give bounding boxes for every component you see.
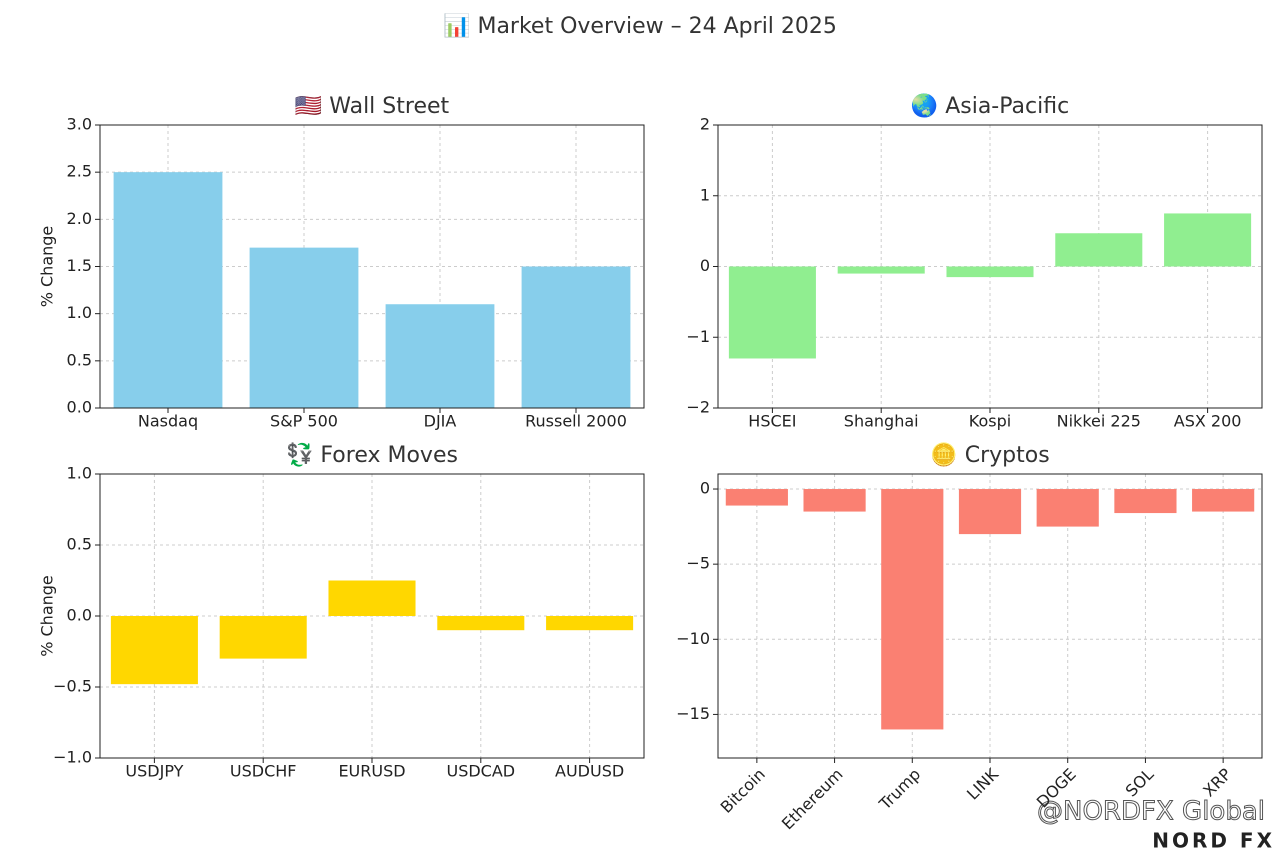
panel-title: 🇺🇸 Wall Street xyxy=(295,94,450,119)
y-tick-label: 1.5 xyxy=(67,256,92,275)
bar xyxy=(946,266,1034,278)
x-tick-label: Bitcoin xyxy=(717,765,769,817)
bar xyxy=(546,616,634,631)
x-tick-label: ASX 200 xyxy=(1174,412,1242,431)
plot-frame xyxy=(99,124,645,409)
x-tick-label: SOL xyxy=(1122,765,1158,801)
x-tick-label: EURUSD xyxy=(338,762,405,781)
bar xyxy=(1036,489,1099,527)
logo: NORD FX xyxy=(1152,829,1275,853)
y-tick-label: 2.5 xyxy=(67,162,92,181)
y-tick-label: 0.0 xyxy=(67,606,92,625)
bar xyxy=(1164,213,1252,267)
bar xyxy=(113,172,223,408)
y-axis-label: % Change xyxy=(38,575,57,657)
x-tick-label: Trump xyxy=(875,765,924,814)
y-tick-label: −2 xyxy=(686,398,710,417)
x-tick-label: Ethereum xyxy=(778,765,847,834)
y-tick-label: −10 xyxy=(676,629,710,648)
x-tick-label: Russell 2000 xyxy=(525,412,627,431)
bar xyxy=(521,266,631,408)
panel-title: 🪙 Cryptos xyxy=(930,442,1049,468)
x-tick-label: S&P 500 xyxy=(270,412,338,431)
y-tick-label: −5 xyxy=(686,554,710,573)
bar xyxy=(110,616,198,685)
bar xyxy=(249,247,359,408)
y-tick-label: 0 xyxy=(700,256,710,275)
x-tick-label: Nikkei 225 xyxy=(1057,412,1141,431)
y-tick-label: 0 xyxy=(700,479,710,498)
x-tick-label: AUDUSD xyxy=(555,762,624,781)
y-tick-label: 0.5 xyxy=(67,350,92,369)
x-tick-label: Shanghai xyxy=(844,412,919,431)
bar xyxy=(803,489,866,512)
plot-frame xyxy=(717,473,1263,759)
x-tick-label: DJIA xyxy=(424,412,457,431)
bar xyxy=(958,489,1022,535)
x-tick-label: HSCEI xyxy=(748,412,796,431)
x-tick-label: Nasdaq xyxy=(138,412,198,431)
plot-frame xyxy=(99,473,645,759)
y-tick-label: 3.0 xyxy=(67,115,92,134)
figure-title: 📊 Market Overview – 24 April 2025 xyxy=(443,13,837,39)
bar xyxy=(385,304,495,408)
x-tick-label: USDCAD xyxy=(446,762,515,781)
bar xyxy=(1192,489,1255,512)
bar xyxy=(728,266,816,359)
bar xyxy=(1114,489,1177,514)
y-tick-label: 2.0 xyxy=(67,209,92,228)
y-tick-label: −1.0 xyxy=(53,748,92,767)
x-tick-label: USDJPY xyxy=(125,762,183,781)
bar xyxy=(328,580,416,616)
x-tick-label: Kospi xyxy=(969,412,1011,431)
panel-title: 🌏 Asia-Pacific xyxy=(911,93,1069,119)
y-tick-label: 1 xyxy=(700,185,710,204)
x-tick-label: XRP xyxy=(1199,764,1235,800)
y-tick-label: −1 xyxy=(686,327,710,346)
y-tick-label: −0.5 xyxy=(53,677,92,696)
plot-frame xyxy=(717,124,1263,409)
watermark: @NORDFX Global xyxy=(1037,797,1265,827)
y-tick-label: −15 xyxy=(676,704,710,723)
panel-title: 💱 Forex Moves xyxy=(286,442,458,468)
y-axis-label: % Change xyxy=(38,226,57,308)
bar xyxy=(437,616,525,631)
bar xyxy=(219,616,307,659)
y-tick-label: 0.5 xyxy=(67,535,92,554)
y-tick-label: 1.0 xyxy=(67,303,92,322)
bar xyxy=(1055,233,1143,267)
bar xyxy=(725,489,788,506)
x-tick-label: LINK xyxy=(963,764,1002,803)
y-tick-label: 2 xyxy=(700,115,710,134)
bar xyxy=(881,489,944,730)
x-tick-label: USDCHF xyxy=(230,762,297,781)
bar xyxy=(837,266,925,274)
y-tick-label: 0.0 xyxy=(67,398,92,417)
y-tick-label: 1.0 xyxy=(67,464,92,483)
